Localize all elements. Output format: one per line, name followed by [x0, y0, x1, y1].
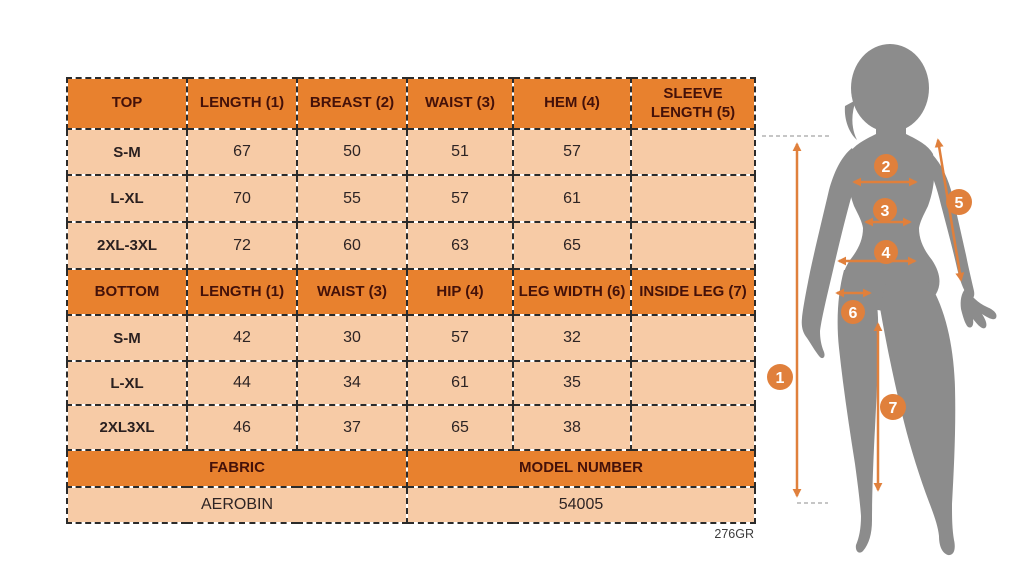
value-cell: 70 — [186, 174, 298, 223]
value-cell: 55 — [296, 174, 408, 223]
marker-badges: 1 2 3 4 5 6 7 — [767, 154, 972, 420]
value-cell: 65 — [512, 221, 632, 270]
value-cell: 61 — [512, 174, 632, 223]
female-silhouette-diagram: 1 2 3 4 5 6 7 — [762, 44, 997, 556]
table-row: L-XL 44 34 61 35 — [66, 360, 756, 406]
header-cell-bottom: BOTTOM — [66, 268, 188, 316]
measurement-figure: 1 2 3 4 5 6 7 — [760, 30, 1024, 576]
marker-label-5: 5 — [955, 195, 964, 212]
marker-circle-4 — [874, 240, 898, 264]
header-cell-hip: HIP (4) — [406, 268, 514, 316]
table-row-top-header: TOP LENGTH (1) BREAST (2) WAIST (3) HEM … — [66, 77, 756, 130]
marker-circle-5 — [946, 189, 972, 215]
table-row-footer-values: AEROBIN 54005 — [66, 486, 756, 524]
marker-label-2: 2 — [882, 159, 891, 176]
size-label-cell: 2XL-3XL — [66, 221, 188, 270]
header-cell-inside-leg: INSIDE LEG (7) — [630, 268, 756, 316]
value-cell: 42 — [186, 314, 298, 362]
value-cell: 38 — [512, 404, 632, 451]
value-cell-empty — [630, 360, 756, 406]
marker-label-7: 7 — [889, 400, 898, 417]
header-cell-leg-width: LEG WIDTH (6) — [512, 268, 632, 316]
value-cell-empty — [630, 404, 756, 451]
value-cell-empty — [630, 314, 756, 362]
size-label-cell: S-M — [66, 128, 188, 176]
woman-silhouette — [801, 44, 997, 556]
value-cell: 50 — [296, 128, 408, 176]
value-cell: 35 — [512, 360, 632, 406]
header-cell-waist: WAIST (3) — [406, 77, 514, 130]
header-cell-hem: HEM (4) — [512, 77, 632, 130]
header-cell-waist: WAIST (3) — [296, 268, 408, 316]
table-row: S-M 67 50 51 57 — [66, 128, 756, 176]
value-cell-empty — [630, 128, 756, 176]
measurement-arrows — [792, 138, 965, 498]
header-cell-fabric: FABRIC — [66, 449, 408, 488]
marker-label-6: 6 — [849, 305, 858, 322]
header-cell-length: LENGTH (1) — [186, 77, 298, 130]
value-cell: 60 — [296, 221, 408, 270]
marker-circle-3 — [873, 198, 897, 222]
header-cell-sleeve-length: SLEEVE LENGTH (5) — [630, 77, 756, 130]
value-cell: 57 — [406, 174, 514, 223]
size-label-cell: L-XL — [66, 360, 188, 406]
value-cell: 37 — [296, 404, 408, 451]
value-cell-empty — [630, 174, 756, 223]
value-cell: 51 — [406, 128, 514, 176]
table-row: 2XL-3XL 72 60 63 65 — [66, 221, 756, 270]
weight-note: 276GR — [714, 527, 754, 541]
marker-label-3: 3 — [881, 203, 890, 220]
value-cell: 30 — [296, 314, 408, 362]
value-cell: 34 — [296, 360, 408, 406]
marker-circle-1 — [767, 364, 793, 390]
table-row-bottom-header: BOTTOM LENGTH (1) WAIST (3) HIP (4) LEG … — [66, 268, 756, 316]
value-cell: 57 — [406, 314, 514, 362]
value-cell: 72 — [186, 221, 298, 270]
value-cell: 61 — [406, 360, 514, 406]
header-cell-length: LENGTH (1) — [186, 268, 298, 316]
size-table: TOP LENGTH (1) BREAST (2) WAIST (3) HEM … — [66, 77, 756, 524]
size-label-cell: 2XL3XL — [66, 404, 188, 451]
model-number-value-cell: 54005 — [406, 486, 756, 524]
marker-circle-7 — [880, 394, 906, 420]
value-cell: 46 — [186, 404, 298, 451]
header-cell-top: TOP — [66, 77, 188, 130]
value-cell: 57 — [512, 128, 632, 176]
size-label-cell: L-XL — [66, 174, 188, 223]
value-cell: 32 — [512, 314, 632, 362]
table-row: L-XL 70 55 57 61 — [66, 174, 756, 223]
guide-lines — [762, 135, 832, 504]
header-cell-model-number: MODEL NUMBER — [406, 449, 756, 488]
value-cell: 44 — [186, 360, 298, 406]
value-cell-empty — [630, 221, 756, 270]
size-label-cell: S-M — [66, 314, 188, 362]
value-cell: 63 — [406, 221, 514, 270]
fabric-value-cell: AEROBIN — [66, 486, 408, 524]
value-cell: 67 — [186, 128, 298, 176]
marker-label-4: 4 — [882, 245, 891, 262]
table-row: S-M 42 30 57 32 — [66, 314, 756, 362]
table-row-footer-header: FABRIC MODEL NUMBER — [66, 449, 756, 488]
marker-circle-2 — [874, 154, 898, 178]
marker-label-1: 1 — [776, 370, 785, 387]
value-cell: 65 — [406, 404, 514, 451]
table-row: 2XL3XL 46 37 65 38 — [66, 404, 756, 451]
header-cell-breast: BREAST (2) — [296, 77, 408, 130]
marker-circle-6 — [841, 300, 865, 324]
